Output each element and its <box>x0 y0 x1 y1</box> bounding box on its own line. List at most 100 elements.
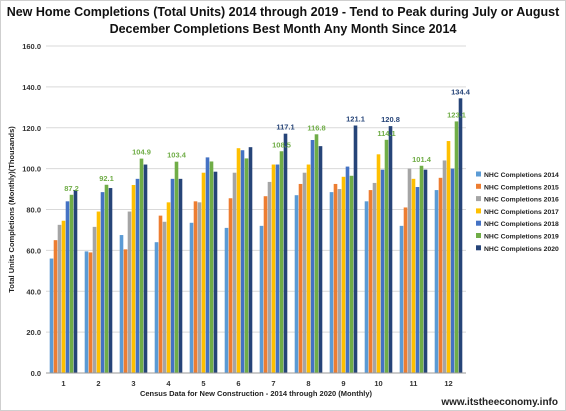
bar <box>209 161 214 373</box>
x-tick-label: 8 <box>306 379 310 388</box>
bar <box>197 202 202 373</box>
y-tick-label: 160.0 <box>22 42 41 51</box>
bar <box>384 139 389 373</box>
data-label: 117.1 <box>276 123 294 132</box>
x-axis-label: Census Data for New Construction - 2014 … <box>140 389 373 398</box>
bar <box>88 252 93 373</box>
bar <box>329 192 334 373</box>
legend-entry: NHC Completions 2020 <box>484 246 559 253</box>
bar <box>61 220 66 373</box>
legend-swatch <box>476 233 481 238</box>
x-tick-label: 2 <box>96 379 100 388</box>
bar <box>248 147 253 373</box>
bar <box>267 181 272 373</box>
data-label: 116.8 <box>307 123 325 132</box>
x-tick-label: 7 <box>271 379 275 388</box>
bar <box>302 172 307 373</box>
legend-swatch <box>476 196 481 202</box>
bar <box>337 189 342 373</box>
bar <box>364 201 369 373</box>
bar <box>228 198 233 373</box>
data-label: 87.2 <box>64 184 79 193</box>
bar <box>275 164 280 373</box>
x-tick-label: 10 <box>374 379 382 388</box>
legend-entry: NHC Completions 2016 <box>484 197 559 204</box>
chart-title: New Home Completions (Total Units) 2014 … <box>0 4 566 38</box>
bar <box>380 169 385 373</box>
bar <box>213 171 218 373</box>
bar <box>376 154 381 373</box>
bar <box>333 183 338 373</box>
bar <box>53 240 58 373</box>
bar <box>314 134 319 373</box>
bar <box>205 157 210 373</box>
y-tick-label: 120.0 <box>22 124 41 133</box>
legend-entry: NHC Completions 2017 <box>484 209 559 216</box>
bar <box>73 190 78 373</box>
bar <box>407 168 412 373</box>
bar <box>119 235 124 373</box>
bar <box>49 258 54 373</box>
bar <box>458 98 463 373</box>
data-label: 92.1 <box>99 174 114 183</box>
bar <box>423 169 428 373</box>
bar <box>100 192 105 373</box>
bar <box>232 172 237 373</box>
gridlines <box>46 45 466 333</box>
y-tick-label: 0.0 <box>31 369 41 378</box>
bar <box>84 251 89 373</box>
data-label: 121.1 <box>346 115 365 124</box>
y-tick-label: 60.0 <box>26 246 41 255</box>
bar <box>306 164 311 373</box>
bar <box>224 227 229 373</box>
data-label: 103.4 <box>167 151 187 160</box>
bar <box>166 202 171 373</box>
bar <box>438 177 443 373</box>
chart-title-line-2: December Completions Best Month Any Mont… <box>109 22 457 36</box>
chart-title-line-1: New Home Completions (Total Units) 2014 … <box>6 5 560 19</box>
bar <box>154 242 159 373</box>
bar <box>450 168 455 373</box>
legend-entry: NHC Completions 2014 <box>484 172 559 179</box>
bar <box>92 226 97 373</box>
bar <box>419 165 424 373</box>
bar <box>399 225 404 373</box>
legend-swatch <box>476 220 481 226</box>
bar <box>104 184 109 373</box>
x-axis-ticks: 1 2 3 4 5 6 7 8 9 10 11 12 <box>61 379 452 388</box>
legend-swatch <box>476 171 481 177</box>
bar <box>162 221 167 373</box>
bar <box>353 125 358 373</box>
bar <box>131 184 136 373</box>
legend-entry: NHC Completions 2018 <box>484 221 559 228</box>
bar <box>259 225 264 373</box>
bar <box>349 175 354 373</box>
x-tick-label: 11 <box>410 379 418 388</box>
bar <box>201 172 206 373</box>
bar <box>174 161 179 373</box>
bar <box>178 178 183 373</box>
bar <box>96 211 101 373</box>
bar <box>294 195 299 373</box>
data-label: 114.1 <box>377 129 395 138</box>
bar <box>127 211 132 373</box>
bar <box>388 126 393 374</box>
bar <box>283 133 288 373</box>
x-tick-label: 1 <box>61 379 65 388</box>
bar <box>139 158 144 373</box>
bar <box>368 190 373 373</box>
bar <box>236 148 241 373</box>
x-tick-label: 4 <box>166 379 171 388</box>
bar <box>372 182 377 373</box>
bar <box>454 121 459 374</box>
bar <box>411 178 416 373</box>
legend-entry: NHC Completions 2019 <box>484 234 559 241</box>
bar <box>158 215 163 373</box>
bars <box>49 98 463 374</box>
bar <box>135 178 140 373</box>
bar <box>279 151 284 373</box>
data-label: 101.4 <box>412 155 432 164</box>
bar <box>189 222 194 373</box>
bar <box>434 190 439 373</box>
data-label: 108.5 <box>272 140 291 149</box>
